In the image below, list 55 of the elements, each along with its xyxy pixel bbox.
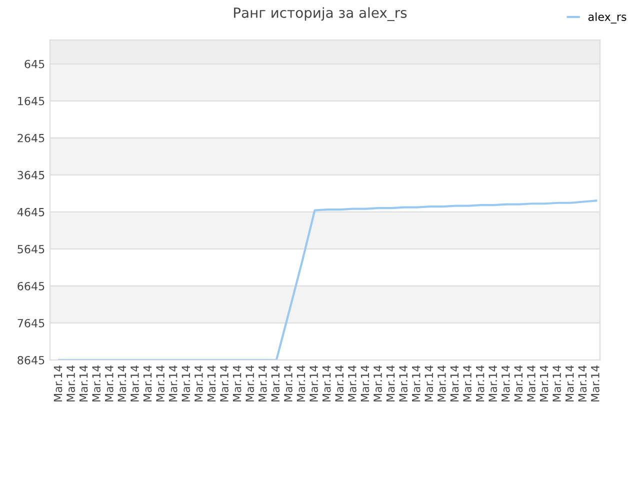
x-tick-label: Mar.14 xyxy=(463,365,472,402)
legend-label: alex_rs xyxy=(588,12,626,24)
x-tick-label: Mar.14 xyxy=(220,365,228,402)
x-tick-label: Mar.14 xyxy=(412,365,420,402)
y-tick-label: 8645 xyxy=(18,356,44,364)
x-tick-label: Mar.14 xyxy=(502,365,510,402)
x-tick-label: Mar.14 xyxy=(476,365,484,402)
x-tick-label: Mar.14 xyxy=(118,365,126,402)
y-tick-label: 1645 xyxy=(18,96,44,106)
x-tick-label: Mar.14 xyxy=(348,365,356,402)
x-tick-label: Mar.14 xyxy=(310,365,318,402)
x-tick-label: Mar.14 xyxy=(232,365,242,402)
x-tick-label: Mar.14 xyxy=(143,365,152,402)
x-tick-label: Mar.14 xyxy=(169,365,178,402)
x-tick-label: Mar.14 xyxy=(194,365,203,402)
x-tick-label: Mar.14 xyxy=(271,365,280,402)
x-tick-label: Mar.14 xyxy=(296,365,306,402)
x-tick-label: Mar.14 xyxy=(156,365,165,402)
y-tick-label: 5645 xyxy=(18,244,44,254)
x-tick-label: Mar.14 xyxy=(246,365,254,402)
y-tick-label: 645 xyxy=(24,60,44,68)
x-tick-label: Mar.14 xyxy=(514,365,523,402)
x-tick-label: Mar.14 xyxy=(374,365,382,402)
y-tick-label: 6645 xyxy=(18,282,44,290)
x-tick-label: Mar.14 xyxy=(552,365,562,402)
x-tick-label: Mar.14 xyxy=(450,365,459,402)
x-tick-label: Mar.14 xyxy=(424,365,434,402)
x-tick-label: Mar.14 xyxy=(399,365,408,402)
y-tick-label: 7645 xyxy=(18,318,44,328)
x-tick-label: Mar.14 xyxy=(66,365,75,402)
x-tick-label: Mar.14 xyxy=(92,365,101,402)
x-tick-label: Mar.14 xyxy=(105,365,114,402)
x-tick-label: Mar.14 xyxy=(527,365,536,402)
x-tick-label: Mar.14 xyxy=(438,365,446,402)
x-tick-label: Mar.14 xyxy=(54,365,62,402)
x-tick-label: Mar.14 xyxy=(335,365,344,402)
x-tick-label: Mar.14 xyxy=(322,365,331,402)
x-tick-label: Mar.14 xyxy=(578,365,587,402)
chart-title: Ранг историја за alex_rs xyxy=(234,7,407,22)
x-tick-label: Mar.14 xyxy=(207,365,216,402)
x-tick-label: Mar.14 xyxy=(386,365,395,402)
y-tick-label: 2645 xyxy=(18,134,44,142)
x-tick-label: Mar.14 xyxy=(284,365,292,402)
x-tick-label: Mar.14 xyxy=(182,365,190,402)
x-tick-label: Mar.14 xyxy=(258,365,267,402)
line-series xyxy=(58,200,598,360)
x-tick-label: Mar.14 xyxy=(80,365,88,402)
x-tick-label: Mar.14 xyxy=(130,365,139,402)
y-tick-label: 4645 xyxy=(17,208,44,216)
x-tick-label: Mar.14 xyxy=(488,365,498,402)
x-tick-label: Mar.14 xyxy=(540,365,548,402)
x-tick-label: Mar.14 xyxy=(566,365,574,402)
x-tick-label: Mar.14 xyxy=(591,365,600,402)
x-tick-label: Mar.14 xyxy=(360,365,370,402)
y-tick-label: 3645 xyxy=(18,170,44,180)
